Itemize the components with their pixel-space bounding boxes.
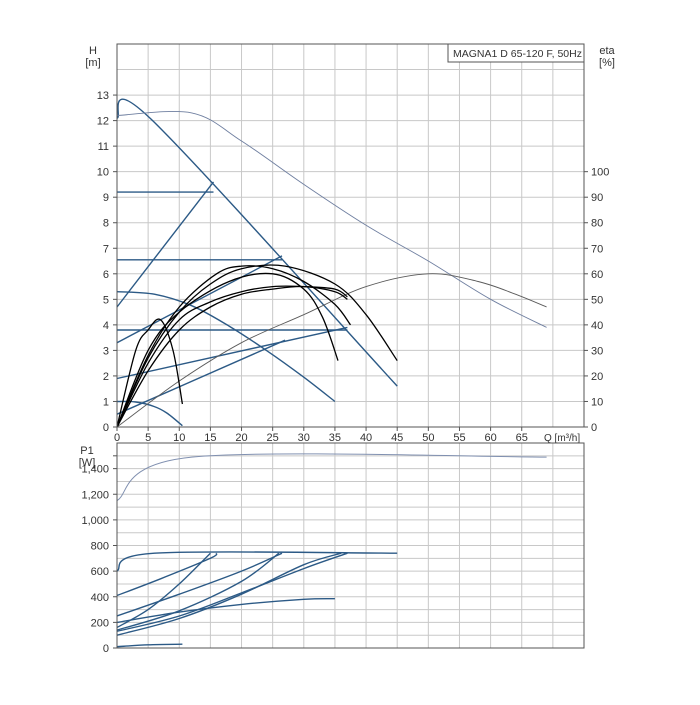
eta-tick-label: 40 (591, 320, 603, 332)
power-curve (116, 453, 547, 502)
head-tick-label: 8 (103, 218, 109, 230)
head-tick-label: 9 (103, 192, 109, 204)
head-tick-label: 1 (103, 396, 109, 408)
head-chart-series (116, 98, 547, 428)
flow-tick-label: 50 (422, 432, 434, 444)
head-curve (116, 111, 547, 328)
flow-tick-label: 15 (204, 432, 216, 444)
flow-tick-label: 30 (298, 432, 310, 444)
head-tick-label: 7 (103, 243, 109, 255)
chart-title: MAGNA1 D 65-120 F, 50Hz (453, 48, 582, 60)
efficiency-curve (116, 318, 184, 428)
head-curve (116, 339, 286, 415)
power-curve (116, 551, 398, 572)
head-curve (116, 326, 348, 380)
power-curve (116, 643, 183, 648)
head-chart-grid (117, 44, 584, 427)
eta-tick-label: 60 (591, 269, 603, 281)
head-tick-label: 0 (103, 422, 109, 434)
power-tick-label: 1,200 (81, 489, 109, 501)
head-tick-label: 4 (103, 320, 109, 332)
efficiency-curve (116, 285, 348, 428)
power-chart-series (116, 453, 547, 648)
head-tick-label: 11 (98, 141, 109, 153)
head-curve (116, 291, 336, 403)
head-tick-label: 12 (97, 116, 109, 128)
flow-tick-label: 20 (235, 432, 247, 444)
power-chart-grid (117, 443, 584, 648)
efficiency-curve (116, 285, 348, 428)
head-tick-label: 10 (97, 167, 109, 179)
eta-tick-label: 10 (591, 396, 603, 408)
power-axis-label: P1 (80, 445, 93, 457)
head-chart-ticks: 0123456789101112130102030405060708090100… (97, 90, 610, 444)
flow-tick-label: 5 (145, 432, 151, 444)
eta-tick-label: 90 (591, 192, 603, 204)
eta-axis-label: eta (599, 45, 615, 57)
power-curve (116, 552, 283, 617)
head-curve (116, 400, 183, 427)
head-tick-label: 3 (103, 345, 109, 357)
head-curve (116, 181, 215, 308)
power-curve (116, 552, 218, 597)
power-axis-unit: [W] (79, 457, 96, 469)
head-curve (116, 98, 398, 387)
eta-tick-label: 20 (591, 371, 603, 383)
eta-tick-label: 70 (591, 243, 603, 255)
eta-tick-label: 80 (591, 218, 603, 230)
eta-axis-unit: [%] (599, 57, 615, 69)
flow-tick-label: 25 (267, 432, 279, 444)
eta-tick-label: 30 (591, 345, 603, 357)
power-tick-label: 1,000 (81, 515, 109, 527)
power-tick-label: 0 (103, 643, 109, 655)
head-tick-label: 6 (103, 269, 109, 281)
head-chart-frame (116, 43, 585, 428)
flow-tick-label: 0 (114, 432, 120, 444)
chart-title-box (447, 43, 585, 63)
power-tick-label: 600 (91, 566, 109, 578)
power-tick-label: 1,400 (81, 464, 109, 476)
flow-tick-label: 60 (484, 432, 496, 444)
flow-tick-label: 40 (360, 432, 372, 444)
head-axis-unit: [m] (85, 57, 100, 69)
efficiency-curve (116, 273, 547, 428)
head-tick-label: 2 (103, 371, 109, 383)
eta-tick-label: 100 (591, 167, 609, 179)
flow-tick-label: 10 (173, 432, 185, 444)
power-curve (116, 552, 348, 632)
flow-tick-label: 35 (329, 432, 341, 444)
head-axis-label: H (89, 45, 97, 57)
head-tick-label: 5 (103, 294, 109, 306)
power-tick-label: 400 (91, 592, 109, 604)
power-curve (116, 597, 335, 624)
eta-tick-label: 0 (591, 422, 597, 434)
efficiency-curve (116, 264, 398, 428)
eta-tick-label: 50 (591, 294, 603, 306)
flow-axis-label: Q [m³/h] (544, 433, 580, 444)
efficiency-curve (116, 272, 339, 428)
power-chart-ticks: 0 200 400 600 800 1,000 1,200 1,400 (81, 455, 117, 655)
head-tick-label: 13 (97, 90, 109, 102)
flow-tick-label: 45 (391, 432, 403, 444)
power-curve (116, 552, 280, 631)
power-curve (116, 552, 342, 636)
head-curve (116, 255, 283, 344)
efficiency-curve (116, 265, 352, 428)
flow-tick-label: 55 (453, 432, 465, 444)
flow-tick-label: 65 (516, 432, 528, 444)
power-tick-label: 200 (91, 617, 109, 629)
power-tick-label: 800 (91, 541, 109, 553)
